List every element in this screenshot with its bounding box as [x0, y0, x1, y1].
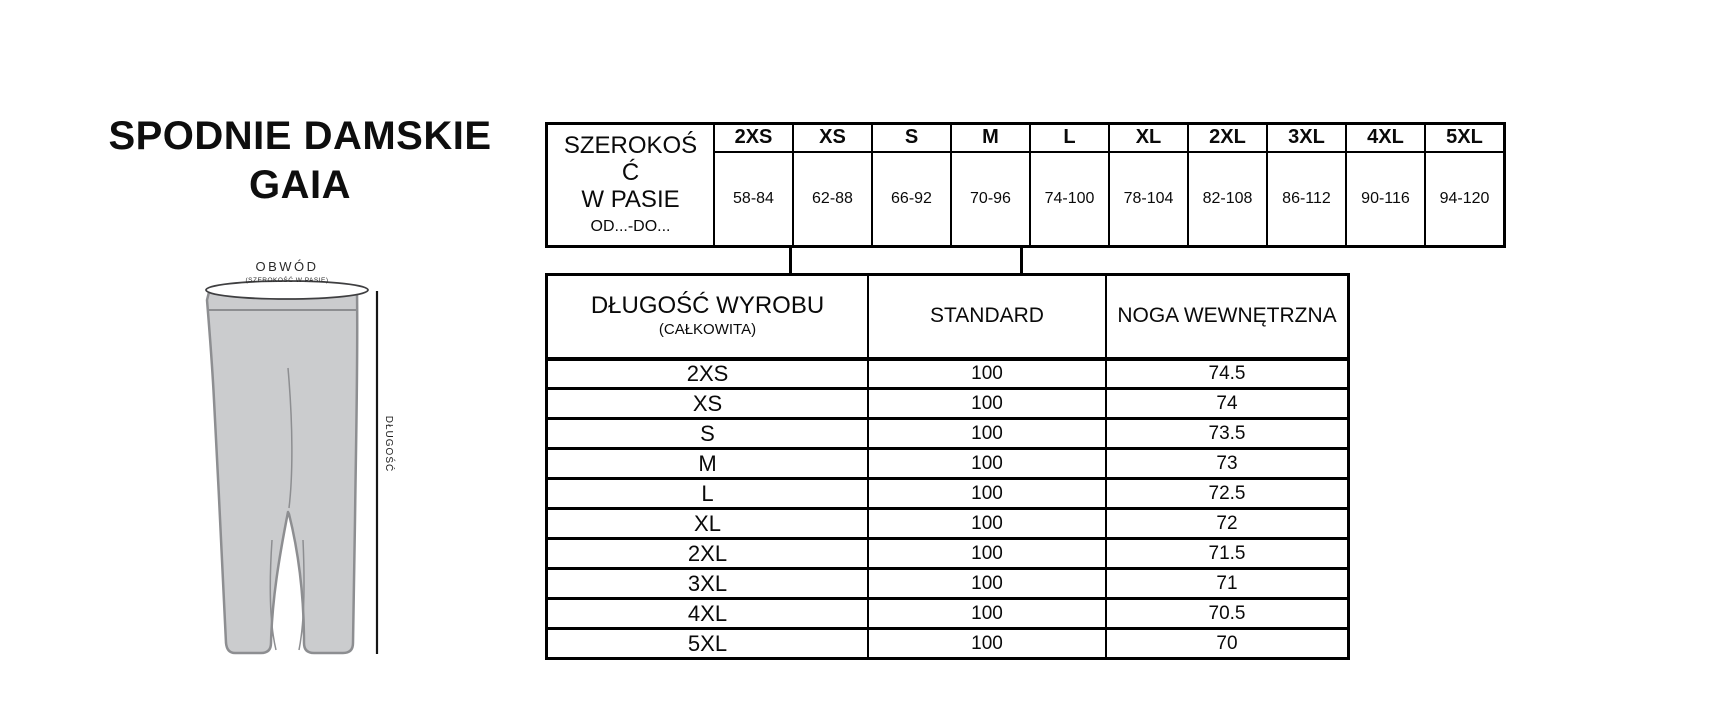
row-standard-value: 100	[867, 387, 1107, 420]
row-inner-leg-value: 70.5	[1105, 597, 1350, 630]
waist-range-cell: 78-104	[1108, 150, 1189, 248]
row-size-label: 2XL	[545, 537, 869, 570]
waist-header-line: W PASIE	[581, 186, 680, 213]
waist-measure-label: OBWÓD	[255, 259, 318, 274]
row-inner-leg-value: 73	[1105, 447, 1350, 480]
table-row: 2XL 100 71.5	[545, 537, 1350, 570]
size-column-header: 4XL	[1345, 122, 1426, 153]
size-column-header: 3XL	[1266, 122, 1347, 153]
row-inner-leg-value: 74	[1105, 387, 1350, 420]
row-inner-leg-value: 73.5	[1105, 417, 1350, 450]
row-standard-value: 100	[867, 357, 1107, 390]
size-column-header: 2XS	[713, 122, 794, 153]
length-title: DŁUGOŚĆ WYROBU	[590, 292, 825, 320]
size-column-header: L	[1029, 122, 1110, 153]
pants-diagram-svg: OBWÓD (SZEROKOŚĆ W PASIE) DŁUGOŚĆ	[205, 259, 396, 655]
row-size-label: XS	[545, 387, 869, 420]
row-inner-leg-value: 74.5	[1105, 357, 1350, 390]
pants-diagram: OBWÓD (SZEROKOŚĆ W PASIE) DŁUGOŚĆ	[185, 240, 400, 670]
row-size-label: 2XS	[545, 357, 869, 390]
row-standard-value: 100	[867, 417, 1107, 450]
waist-range-cell: 62-88	[792, 150, 873, 248]
table-row: L 100 72.5	[545, 477, 1350, 510]
row-size-label: 4XL	[545, 597, 869, 630]
size-column-header: 2XL	[1187, 122, 1268, 153]
waist-range-cell: 66-92	[871, 150, 952, 248]
waist-range-cell: 74-100	[1029, 150, 1110, 248]
page-title: SPODNIE DAMSKIE GAIA	[88, 112, 512, 210]
row-standard-value: 100	[867, 507, 1107, 540]
waist-range-cell: 58-84	[713, 150, 794, 248]
size-column-header: M	[950, 122, 1031, 153]
row-inner-leg-value: 72	[1105, 507, 1350, 540]
waist-header-line: Ć	[621, 159, 640, 186]
row-size-label: L	[545, 477, 869, 510]
table-row: XL 100 72	[545, 507, 1350, 540]
waist-opening-ellipse	[205, 280, 369, 300]
table-connector-line	[1020, 245, 1023, 274]
table-row: S 100 73.5	[545, 417, 1350, 450]
waist-table-header-cell: SZEROKOŚ Ć W PASIE OD...-DO...	[545, 122, 715, 248]
row-standard-value: 100	[867, 537, 1107, 570]
table-row: 5XL 100 70	[545, 627, 1350, 660]
table-row: 3XL 100 71	[545, 567, 1350, 600]
length-table: DŁUGOŚĆ WYROBU (CAŁKOWITA) STANDARD NOGA…	[545, 273, 1350, 660]
row-size-label: S	[545, 417, 869, 450]
row-inner-leg-value: 72.5	[1105, 477, 1350, 510]
left-leg-seam-line	[269, 539, 277, 651]
waist-range-cell: 86-112	[1266, 150, 1347, 248]
row-standard-value: 100	[867, 477, 1107, 510]
row-size-label: M	[545, 447, 869, 480]
size-column-header: XL	[1108, 122, 1189, 153]
right-leg-seam-line	[298, 539, 305, 651]
center-seam-line	[287, 367, 293, 509]
size-column-header: XS	[792, 122, 873, 153]
row-standard-value: 100	[867, 627, 1107, 660]
length-subtitle: (CAŁKOWITA)	[658, 321, 757, 339]
length-table-title-cell: DŁUGOŚĆ WYROBU (CAŁKOWITA)	[545, 273, 869, 361]
row-standard-value: 100	[867, 567, 1107, 600]
table-connector-line	[789, 245, 792, 274]
row-inner-leg-value: 71.5	[1105, 537, 1350, 570]
waist-size-table: SZEROKOŚ Ć W PASIE OD...-DO... 2XS XS S …	[545, 122, 1506, 248]
row-standard-value: 100	[867, 597, 1107, 630]
table-row: M 100 73	[545, 447, 1350, 480]
row-standard-value: 100	[867, 447, 1107, 480]
size-column-header: S	[871, 122, 952, 153]
table-row: XS 100 74	[545, 387, 1350, 420]
standard-column-header: STANDARD	[867, 273, 1107, 361]
waist-range-cell: 70-96	[950, 150, 1031, 248]
waist-range-cell: 94-120	[1424, 150, 1506, 248]
waist-range-cell: 82-108	[1187, 150, 1268, 248]
inner-leg-column-header: NOGA WEWNĘTRZNA	[1105, 273, 1350, 361]
table-row: 4XL 100 70.5	[545, 597, 1350, 630]
product-name: SPODNIE DAMSKIE	[108, 114, 492, 158]
row-inner-leg-value: 71	[1105, 567, 1350, 600]
waist-header-range-hint: OD...-DO...	[590, 218, 671, 235]
table-row: 2XS 100 74.5	[545, 357, 1350, 390]
row-size-label: XL	[545, 507, 869, 540]
row-inner-leg-value: 70	[1105, 627, 1350, 660]
size-column-header: 5XL	[1424, 122, 1506, 153]
waist-header-line: SZEROKOŚ	[563, 132, 698, 159]
waist-range-cell: 90-116	[1345, 150, 1426, 248]
row-size-label: 3XL	[545, 567, 869, 600]
waist-measure-sublabel: (SZEROKOŚĆ W PASIE)	[245, 275, 328, 284]
length-measure-label: DŁUGOŚĆ	[383, 416, 396, 472]
pants-silhouette	[205, 290, 359, 655]
row-size-label: 5XL	[545, 627, 869, 660]
product-model: GAIA	[249, 163, 351, 207]
